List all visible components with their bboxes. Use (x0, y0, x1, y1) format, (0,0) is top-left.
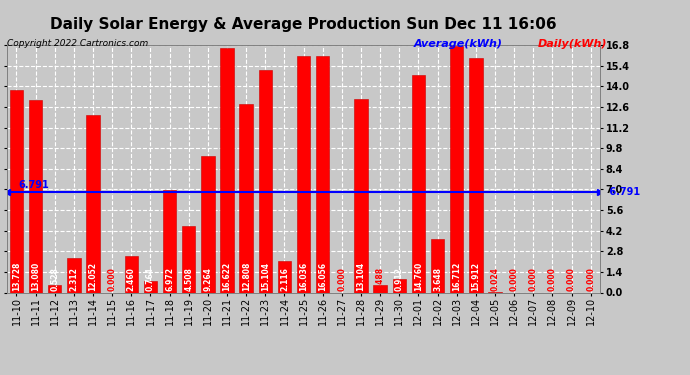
Bar (10, 90, 23, 292)
Bar (144, 281, 157, 292)
Bar (450, 46, 464, 292)
Text: 0.000: 0.000 (586, 267, 595, 291)
Bar (469, 58, 482, 292)
Text: 0.000: 0.000 (108, 267, 117, 291)
Text: 0.000: 0.000 (548, 267, 557, 291)
Bar (182, 226, 195, 292)
Text: Daily(kWh): Daily(kWh) (538, 39, 608, 50)
Bar (86, 115, 100, 292)
Text: 16.712: 16.712 (452, 262, 461, 291)
Text: Copyright 2022 Cartronics.com: Copyright 2022 Cartronics.com (7, 39, 148, 48)
Bar (297, 56, 310, 292)
Bar (355, 99, 368, 292)
Bar (220, 48, 234, 292)
Text: 16.056: 16.056 (318, 262, 327, 291)
Text: 0.000: 0.000 (510, 267, 519, 291)
Bar (412, 75, 425, 292)
Text: 14.760: 14.760 (414, 262, 423, 291)
Text: 0.528: 0.528 (50, 267, 59, 291)
Text: 16.036: 16.036 (299, 262, 308, 291)
Text: Average(kWh): Average(kWh) (414, 39, 503, 50)
Bar (259, 70, 272, 292)
Text: 4.508: 4.508 (184, 267, 193, 291)
Text: 6.791: 6.791 (19, 180, 50, 190)
Bar (48, 285, 61, 292)
Text: Daily Solar Energy & Average Production Sun Dec 11 16:06: Daily Solar Energy & Average Production … (50, 17, 557, 32)
Bar (373, 285, 387, 292)
Bar (29, 100, 42, 292)
Text: 3.648: 3.648 (433, 267, 442, 291)
Text: 0.764: 0.764 (146, 267, 155, 291)
Bar (431, 239, 444, 292)
Text: 0.912: 0.912 (395, 267, 404, 291)
Text: 15.104: 15.104 (261, 262, 270, 291)
Bar (67, 258, 81, 292)
Text: 2.460: 2.460 (127, 267, 136, 291)
Text: 9.264: 9.264 (204, 267, 213, 291)
Text: 6.791: 6.791 (607, 188, 640, 198)
Text: 6.972: 6.972 (165, 267, 174, 291)
Bar (201, 156, 215, 292)
Bar (239, 104, 253, 292)
Bar (278, 261, 291, 292)
Text: 13.728: 13.728 (12, 262, 21, 291)
Text: 13.080: 13.080 (31, 262, 40, 291)
Text: 0.000: 0.000 (337, 267, 346, 291)
Text: 15.912: 15.912 (471, 262, 480, 291)
Text: 16.622: 16.622 (223, 262, 232, 291)
Bar (316, 56, 329, 292)
Text: 13.104: 13.104 (357, 262, 366, 291)
Text: 2.116: 2.116 (280, 267, 289, 291)
Text: 12.052: 12.052 (88, 262, 97, 291)
Text: 12.808: 12.808 (241, 262, 250, 291)
Bar (125, 256, 138, 292)
Text: 2.312: 2.312 (70, 267, 79, 291)
Bar (393, 279, 406, 292)
Text: 0.024: 0.024 (491, 267, 500, 291)
Text: 0.000: 0.000 (529, 267, 538, 291)
Text: 0.488: 0.488 (375, 267, 384, 291)
Text: 0.000: 0.000 (567, 267, 576, 291)
Bar (163, 190, 177, 292)
